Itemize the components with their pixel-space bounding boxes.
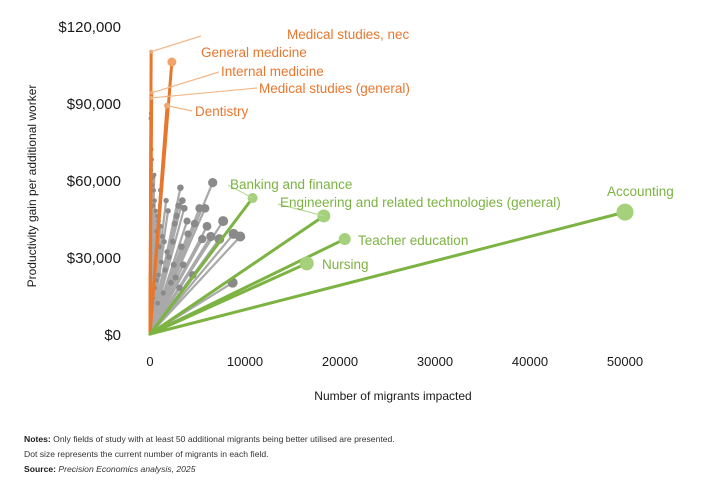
point-nursing [299, 256, 314, 271]
leader-banking-and-finance [227, 184, 253, 199]
label-accounting: Accounting [607, 184, 674, 199]
other-field-point [173, 212, 180, 220]
y-axis-title: Productivity gain per additional worker [25, 85, 39, 288]
other-field-point [155, 300, 160, 306]
x-axis-title: Number of migrants impacted [314, 389, 471, 403]
label-dentistry: Dentistry [195, 104, 249, 119]
other-field-point [169, 238, 176, 245]
other-field-line [148, 235, 242, 336]
line-engineering-and-related-technologies-general [148, 214, 326, 336]
point-general-medicine [167, 57, 177, 67]
line-accounting [148, 210, 627, 336]
label-banking-and-finance: Banking and finance [230, 177, 352, 192]
label-general-medicine: General medicine [201, 45, 307, 60]
other-field-point [168, 279, 174, 286]
x-tick-label: 10000 [227, 354, 263, 369]
other-field-point [178, 197, 186, 204]
point-accounting [616, 203, 634, 221]
other-field-point [162, 267, 168, 273]
other-field-point [183, 217, 191, 225]
notes-line-1: Only fields of study with at least 50 ad… [53, 434, 395, 444]
other-field-point [158, 259, 164, 265]
leader-dentistry [166, 105, 193, 112]
label-medical-studies-nec: Medical studies, nec [287, 27, 410, 42]
other-field-point [166, 254, 172, 260]
x-tick-label: 40000 [512, 354, 548, 369]
leader-medical-studies-nec [150, 35, 202, 53]
point-teacher-education [338, 233, 351, 246]
y-tick-label: $90,000 [67, 96, 121, 113]
x-tick-label: 20000 [322, 354, 358, 369]
y-tick-label: $120,000 [58, 19, 121, 36]
other-field-point [151, 188, 156, 193]
chart-notes: Notes: Only fields of study with at leas… [24, 432, 694, 477]
other-field-point [156, 272, 161, 278]
other-field-point [184, 230, 192, 238]
y-tick-label: $30,000 [67, 250, 121, 267]
other-field-point [208, 177, 218, 188]
label-engineering-and-related-technologies-general: Engineering and related technologies (ge… [280, 195, 561, 210]
notes-label: Notes: [24, 434, 51, 444]
source-label: Source: [24, 464, 56, 474]
y-tick-label: $0 [104, 327, 121, 344]
other-field-point [160, 290, 166, 296]
chart-axes: $0 $30,000 $60,000 $90,000 $120,000 0 10000 200… [25, 19, 643, 403]
other-field-point [200, 203, 210, 213]
leader-medical-studies-general [151, 87, 258, 99]
other-field-point [176, 284, 183, 292]
x-tick-label: 0 [146, 354, 153, 369]
line-dentistry [148, 104, 169, 336]
other-field-point [172, 274, 179, 281]
notes-line-2: Dot size represents the current number o… [24, 449, 269, 459]
other-field-point [161, 239, 167, 245]
other-field-point [171, 220, 178, 227]
label-internal-medicine: Internal medicine [221, 64, 324, 79]
other-field-point [159, 233, 165, 240]
other-field-point [163, 197, 169, 204]
other-field-point [177, 184, 184, 192]
other-field-point [165, 208, 171, 214]
other-field-point [202, 221, 212, 231]
line-banking-and-finance [148, 196, 255, 336]
label-nursing: Nursing [322, 257, 369, 272]
other-field-point [235, 231, 246, 242]
other-field-point [152, 172, 157, 178]
other-field-point [153, 208, 158, 214]
highlighted-field-labels: Medical studies, nec General medicine Inte… [150, 27, 674, 272]
other-field-point [178, 243, 185, 251]
other-field-point [170, 261, 177, 268]
other-field-point [198, 234, 207, 244]
label-medical-studies-general: Medical studies (general) [259, 81, 410, 96]
other-field-point [206, 231, 216, 242]
x-tick-label: 30000 [417, 354, 453, 369]
x-tick-label: 50000 [607, 354, 643, 369]
scatter-chart: $0 $30,000 $60,000 $90,000 $120,000 0 10000 200… [25, 19, 674, 403]
other-field-point [180, 204, 188, 212]
other-field-point [164, 249, 170, 255]
other-field-point [218, 216, 229, 227]
leader-internal-medicine [151, 71, 220, 94]
other-field-line [148, 225, 209, 336]
y-tick-label: $60,000 [67, 173, 121, 190]
label-teacher-education: Teacher education [358, 233, 468, 248]
highlighted-fields-lines [148, 49, 634, 336]
line-medical-studies-general [148, 96, 153, 336]
leader-engineering-and-related-technologies-general [277, 203, 325, 217]
other-field-point [190, 219, 199, 228]
line-nursing [148, 261, 309, 336]
source-text: Precision Economics analysis, 2025 [58, 464, 196, 474]
other-field-point [179, 261, 187, 269]
other-field-point [152, 198, 157, 203]
other-field-point [175, 202, 182, 209]
